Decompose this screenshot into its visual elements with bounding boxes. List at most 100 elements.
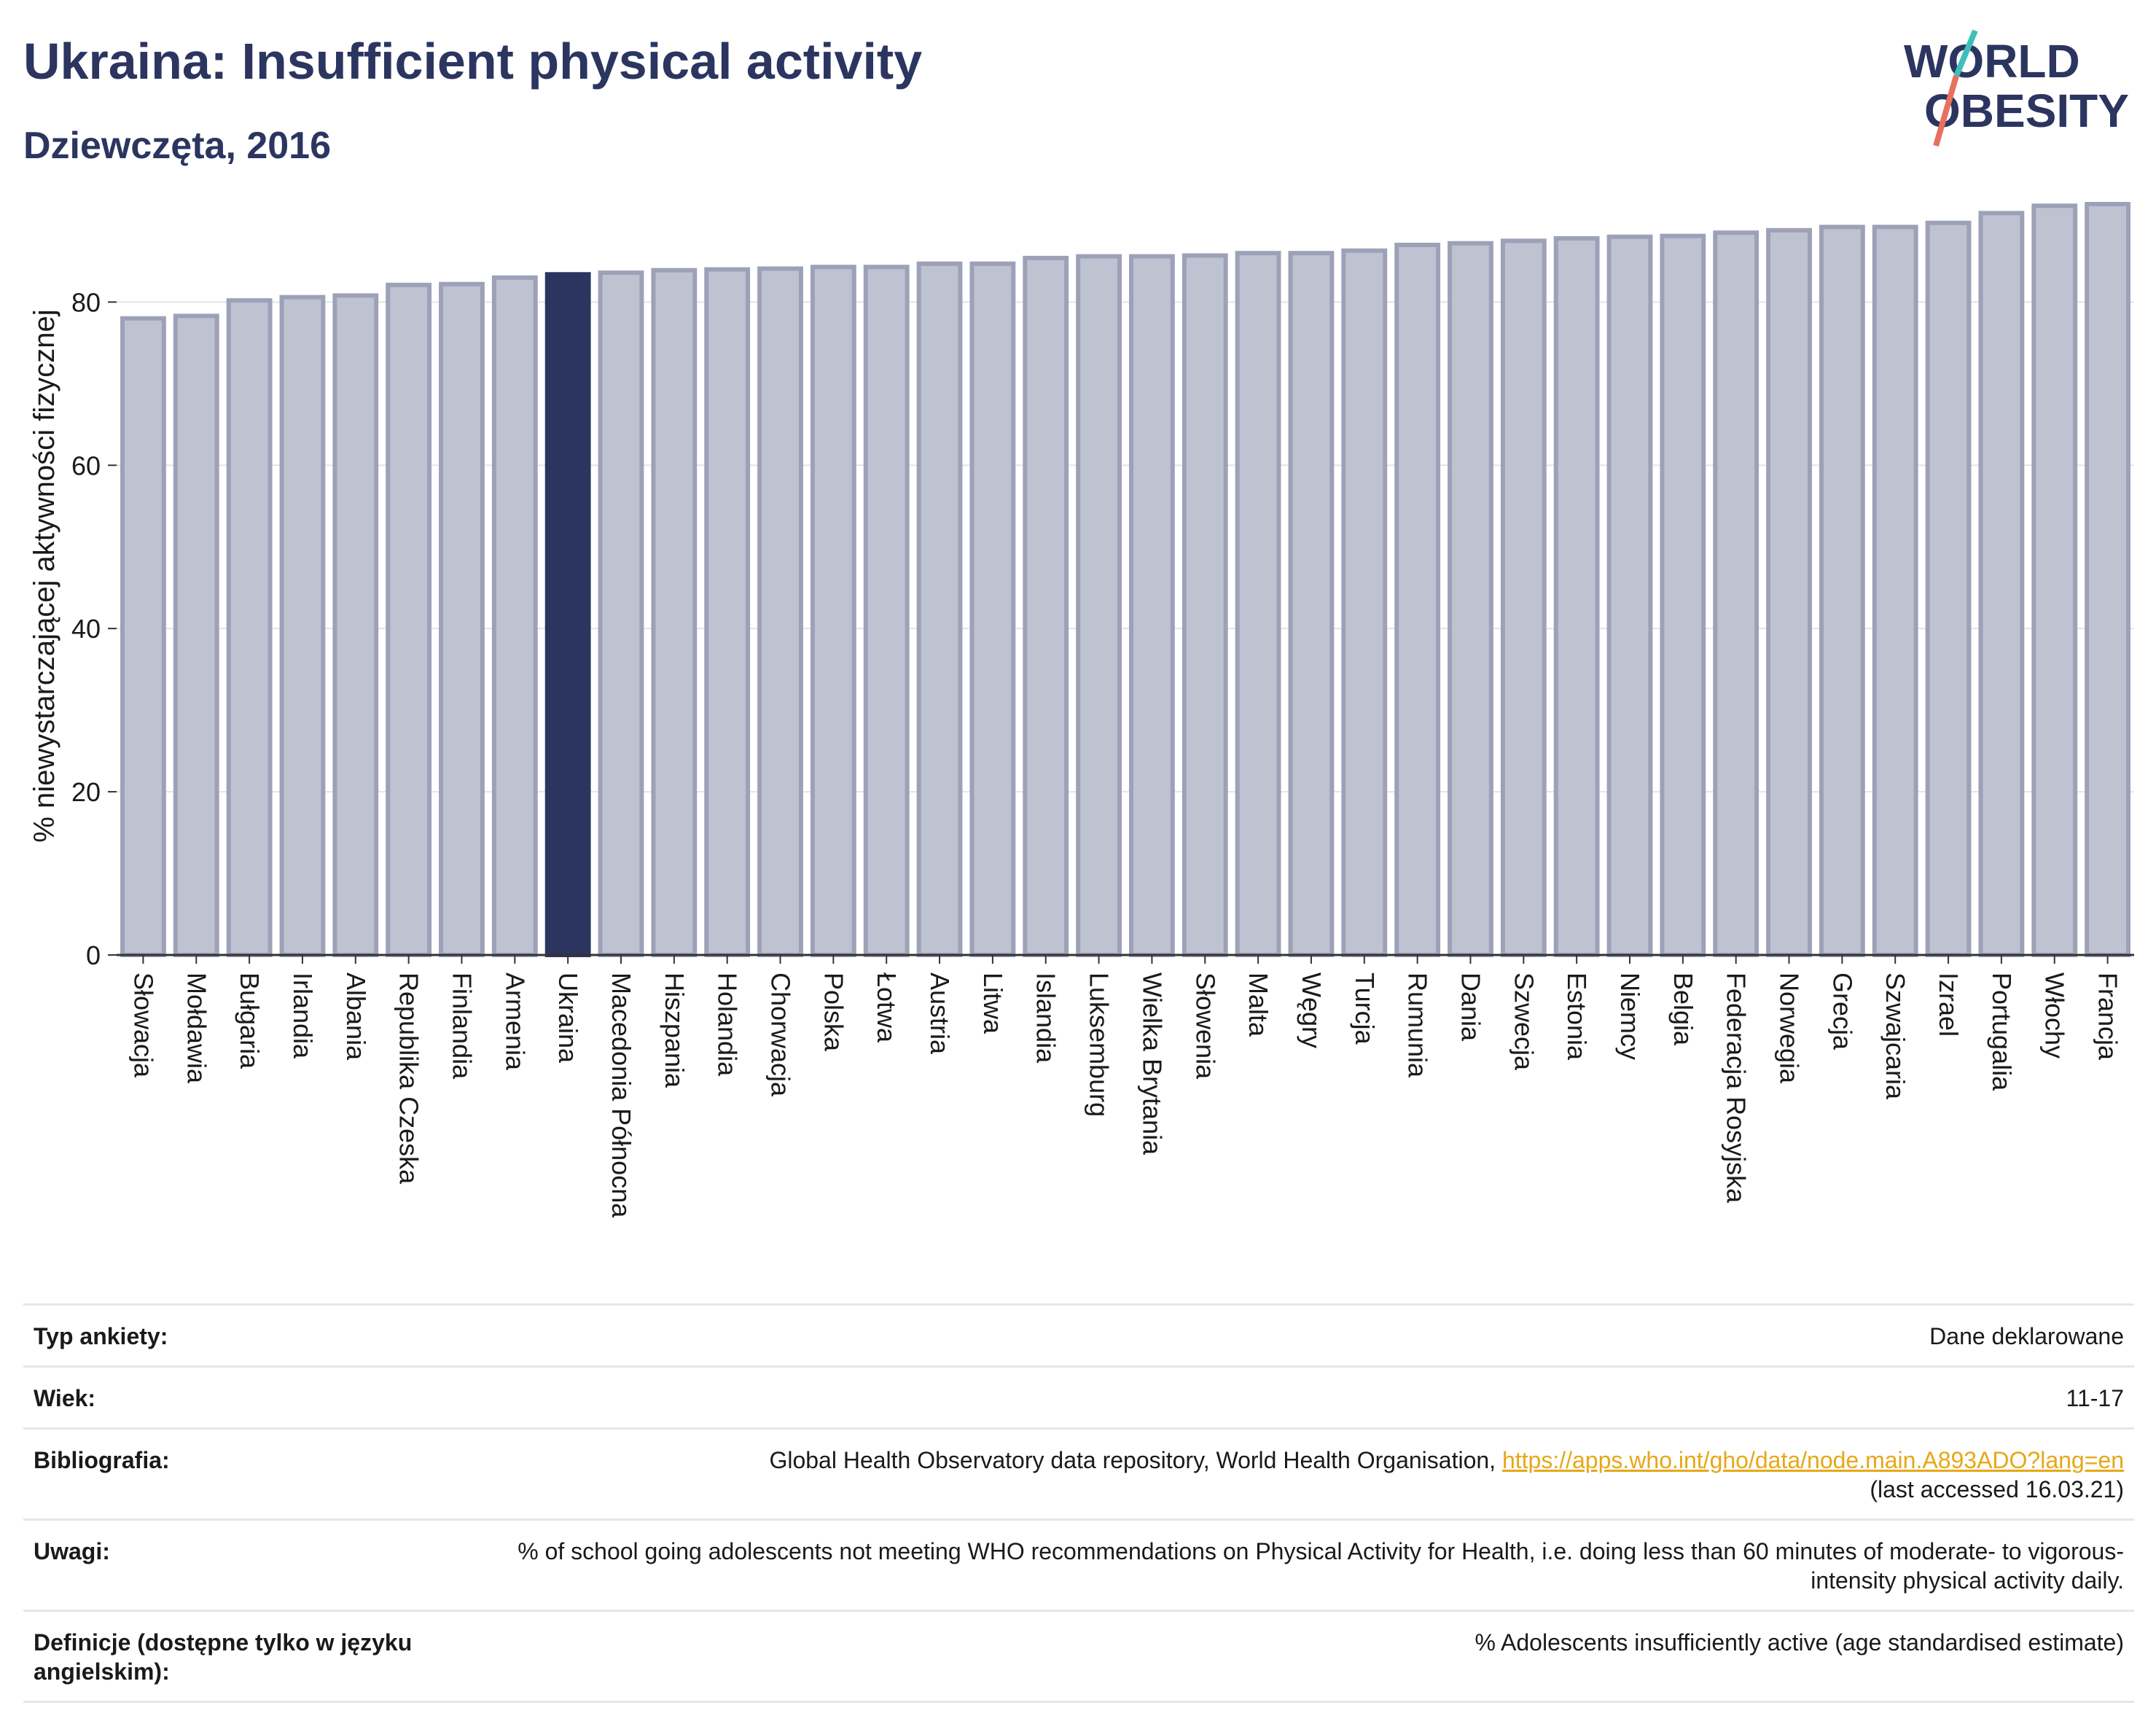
bar — [969, 261, 1016, 957]
x-tick-label: Republika Czeska — [394, 972, 424, 1185]
x-tick-label: Słowenia — [1190, 972, 1220, 1080]
world-obesity-logo: WORLD OBESITY — [1904, 29, 2129, 147]
bar-chart: 0 20 40 60 80 Słowacja Mołdawia Bułgaria Irland… — [28, 202, 2134, 1218]
x-tick-label: Belgia — [1668, 972, 1698, 1046]
y-tick-label: 60 — [71, 451, 101, 480]
x-tick-label: Izrael — [1934, 972, 1964, 1037]
bar — [1766, 227, 1812, 957]
meta-key: Wiek: — [34, 1385, 96, 1411]
bar — [1660, 233, 1706, 958]
x-tick-label: Bułgaria — [235, 972, 265, 1069]
page-title: Ukraina: Insufficient physical activity — [23, 33, 923, 90]
x-tick-label: Litwa — [978, 972, 1008, 1034]
bar — [1606, 234, 1653, 958]
x-tick-label: Słowacja — [128, 972, 158, 1078]
bar — [1448, 241, 1493, 957]
bar — [1500, 238, 1547, 957]
meta-value: Dane deklarowane — [1929, 1323, 2124, 1349]
bar — [1819, 225, 1865, 957]
y-axis-label: % niewystarczającej aktywności fizycznej — [28, 309, 60, 842]
x-tick-label: Albania — [341, 972, 371, 1061]
meta-row-definitions: Definicje (dostępne tylko w języku angie… — [23, 1610, 2134, 1703]
meta-key: Typ ankiety: — [34, 1323, 168, 1349]
x-tick-label: Irlandia — [288, 972, 318, 1059]
meta-value: % Adolescents insufficiently active (age… — [1475, 1629, 2124, 1656]
x-tick-label: Węgry — [1297, 972, 1327, 1048]
y-tick-label: 0 — [86, 940, 101, 970]
bar — [1181, 253, 1228, 958]
x-axis: Słowacja Mołdawia Bułgaria Irlandia Albania R… — [117, 954, 2134, 1218]
x-tick-label: Federacja Rosyjska — [1722, 972, 1751, 1204]
bar — [491, 275, 538, 957]
x-tick-label: Turcja — [1350, 972, 1380, 1045]
x-tick-label: Norwegia — [1775, 972, 1805, 1084]
bar — [1235, 251, 1281, 958]
bar — [2031, 203, 2078, 957]
meta-row-survey: Typ ankiety: Dane deklarowane — [23, 1303, 2134, 1365]
bar — [1129, 254, 1175, 957]
meta-key: Uwagi: — [34, 1538, 110, 1564]
x-tick-label: Islandia — [1031, 972, 1061, 1064]
x-tick-label: Finlandia — [447, 972, 477, 1080]
x-tick-label: Rumunia — [1403, 972, 1433, 1078]
bar — [439, 281, 485, 957]
bar — [332, 293, 379, 957]
x-tick-label: Armenia — [500, 972, 530, 1071]
meta-key: Bibliografia: — [34, 1447, 170, 1473]
x-tick-label: Wielka Brytania — [1137, 972, 1167, 1155]
bar — [120, 316, 166, 957]
bar — [173, 313, 219, 957]
bar — [1713, 230, 1759, 958]
bar — [1925, 220, 1972, 957]
bibliography-link[interactable]: https://apps.who.int/gho/data/node.main.… — [1501, 1447, 2124, 1473]
bar — [1394, 242, 1441, 957]
bar — [2085, 202, 2130, 957]
x-tick-label: Grecja — [1827, 972, 1857, 1050]
metadata-table: Typ ankiety: Dane deklarowane Wiek: 11-1… — [23, 1303, 2134, 1703]
bar — [651, 268, 698, 958]
x-tick-label: Francja — [2093, 972, 2123, 1061]
bar — [810, 265, 856, 957]
bibliography-text: Global Health Observatory data repositor… — [769, 1447, 1502, 1473]
bar — [704, 267, 751, 957]
bar — [598, 270, 644, 958]
x-tick-label: Estonia — [1562, 972, 1592, 1061]
y-tick-label: 20 — [71, 777, 101, 807]
logo-line2: OBESITY — [1924, 85, 2129, 137]
x-tick-label: Szwajcaria — [1880, 972, 1910, 1100]
bar — [1288, 251, 1335, 958]
bar — [863, 265, 910, 957]
bar — [916, 261, 963, 957]
x-tick-label: Łotwa — [872, 972, 902, 1043]
bar — [1553, 236, 1600, 957]
x-tick-label: Luksemburg — [1085, 972, 1114, 1117]
y-tick-label: 40 — [71, 614, 101, 644]
bar — [1872, 225, 1918, 957]
meta-row-age: Wiek: 11-17 — [23, 1365, 2134, 1427]
meta-key: Definicje (dostępne tylko w języku angie… — [34, 1629, 413, 1685]
bar — [757, 266, 803, 957]
x-tick-label: Chorwacja — [766, 972, 796, 1097]
logo-line1: WORLD — [1904, 35, 2080, 87]
y-axis: 0 20 40 60 80 — [71, 287, 117, 970]
bar — [1076, 254, 1122, 957]
page-subtitle: Dziewczęta, 2016 — [23, 125, 332, 167]
bibliography-accessed: (last accessed 16.03.21) — [1870, 1476, 2124, 1502]
meta-row-bibliography: Bibliografia: Global Health Observatory … — [23, 1427, 2134, 1518]
x-tick-label: Niemcy — [1615, 972, 1645, 1060]
bar — [1341, 248, 1388, 957]
meta-value: % of school going adolescents not meetin… — [517, 1538, 2124, 1594]
meta-value: 11-17 — [2066, 1385, 2124, 1411]
x-tick-label: Hiszpania — [660, 972, 690, 1088]
meta-value: Global Health Observatory data repositor… — [500, 1446, 2124, 1504]
x-tick-label: Portugalia — [1987, 972, 2017, 1091]
x-tick-label: Malta — [1243, 972, 1273, 1037]
bar — [1978, 211, 2025, 957]
x-tick-label: Austria — [925, 972, 955, 1055]
bar-highlighted — [544, 272, 591, 958]
x-tick-label: Holandia — [713, 972, 743, 1077]
bars — [120, 202, 2130, 958]
x-tick-label: Mołdawia — [181, 972, 211, 1084]
x-tick-label: Włochy — [2040, 972, 2070, 1058]
y-tick-label: 80 — [71, 287, 101, 317]
